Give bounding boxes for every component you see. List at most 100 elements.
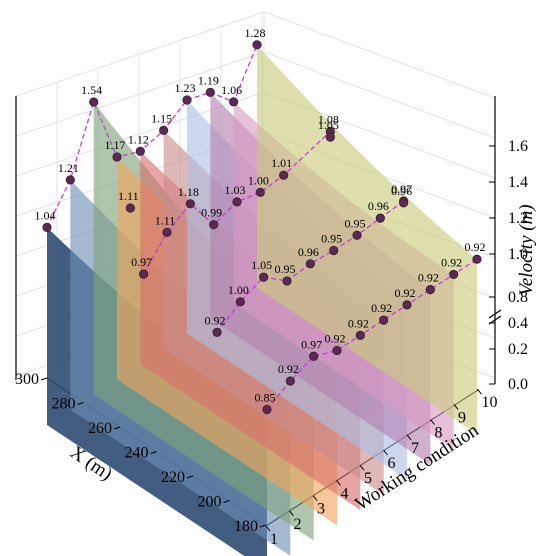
condition-tick	[265, 525, 271, 532]
y-tick-label: 1.2	[508, 210, 528, 227]
value-label: 1.17	[105, 138, 126, 152]
value-labels: 1.040.851.210.970.920.921.541.111.111.00…	[35, 26, 486, 405]
data-point	[159, 125, 169, 135]
y-axis-label: Velocity (m)	[516, 204, 537, 295]
value-label: 1.00	[228, 283, 249, 297]
value-label: 0.92	[348, 316, 369, 330]
value-label: 0.85	[255, 391, 276, 405]
grid-line	[263, 51, 496, 139]
value-label: 1.05	[318, 118, 339, 132]
series-panel-10	[257, 44, 477, 435]
x-tick	[150, 451, 157, 454]
data-point	[305, 259, 315, 269]
series-panels	[47, 44, 477, 556]
data-point	[205, 87, 215, 97]
grid-line	[15, 51, 265, 137]
value-label: 0.99	[201, 206, 222, 220]
x-tick	[259, 524, 267, 528]
condition-tick-label: 4	[341, 485, 349, 502]
connector-line	[46, 44, 258, 228]
data-point	[232, 197, 242, 207]
value-label: 1.06	[221, 83, 242, 97]
data-point	[355, 330, 365, 340]
x-tick-label: 180	[234, 518, 258, 535]
data-point	[282, 276, 292, 286]
value-label: 0.95	[345, 216, 366, 230]
value-label: 1.21	[58, 161, 79, 175]
value-label: 1.00	[248, 173, 269, 187]
data-point	[399, 198, 409, 208]
data-point	[209, 220, 219, 230]
condition-tick-label: 8	[435, 425, 443, 442]
data-point	[309, 351, 319, 361]
value-label: 1.08	[318, 112, 339, 126]
condition-tick	[383, 449, 388, 456]
x-tick-label: 240	[125, 445, 149, 462]
value-label: 1.28	[245, 26, 266, 40]
grid-line	[263, 11, 496, 99]
data-point	[262, 404, 272, 415]
value-label: 0.92	[418, 271, 439, 285]
value-label: 1.54	[81, 83, 102, 97]
data-point	[139, 269, 149, 279]
y-tick-label: 1.4	[508, 174, 528, 191]
value-label: 0.96	[298, 245, 319, 259]
value-label: 1.05	[251, 258, 272, 272]
data-point	[212, 327, 222, 337]
value-label: 0.92	[371, 301, 392, 315]
data-point	[162, 227, 172, 237]
data-points	[42, 40, 482, 415]
value-label: 1.19	[198, 73, 219, 87]
value-label: 0.92	[325, 332, 346, 346]
x-tick	[77, 402, 84, 405]
data-point	[182, 95, 192, 105]
y-tick-label: 0.0	[508, 376, 528, 393]
data-point	[352, 230, 362, 240]
data-point	[332, 345, 342, 356]
data-point	[255, 187, 265, 197]
value-label: 1.03	[225, 183, 246, 197]
value-label: 0.96	[368, 199, 389, 213]
x-tick	[223, 500, 230, 503]
data-point	[42, 222, 52, 232]
value-label: 0.97	[301, 337, 322, 351]
value-label: 0.92	[278, 362, 299, 376]
data-point	[285, 376, 295, 386]
condition-tick	[336, 480, 341, 486]
data-point	[252, 40, 262, 50]
data-point	[402, 300, 412, 310]
value-label: 1.18	[178, 185, 199, 199]
condition-tick	[477, 388, 482, 395]
value-label: 1.11	[118, 189, 139, 203]
value-label: 0.97	[391, 182, 412, 196]
value-label: 1.12	[128, 132, 149, 146]
condition-tick-label: 5	[364, 470, 372, 487]
x-tick-label: 220	[161, 469, 185, 486]
value-label: 1.11	[155, 213, 176, 227]
condition-tick	[453, 404, 459, 410]
value-label: 0.96	[391, 184, 412, 198]
x-tick	[40, 377, 48, 381]
data-point	[185, 199, 195, 209]
data-point	[135, 146, 145, 156]
data-point	[112, 152, 122, 162]
value-label: 1.04	[35, 208, 56, 222]
data-point	[375, 213, 385, 223]
data-point	[125, 203, 135, 213]
x-tick-label: 280	[52, 396, 76, 413]
data-point	[279, 170, 289, 180]
x-tick	[186, 475, 194, 479]
data-point	[425, 285, 435, 295]
data-point	[472, 254, 482, 264]
connector-line	[266, 258, 478, 410]
condition-tick-label: 1	[270, 531, 278, 548]
y-tick-label: 0.8	[508, 289, 528, 306]
value-label: 0.97	[131, 255, 152, 269]
value-label: 0.92	[441, 255, 462, 269]
y-tick-label: 0.4	[508, 315, 528, 332]
value-label: 0.92	[205, 313, 226, 327]
condition-tick-label: 2	[294, 516, 302, 533]
value-label: 0.92	[465, 240, 486, 254]
